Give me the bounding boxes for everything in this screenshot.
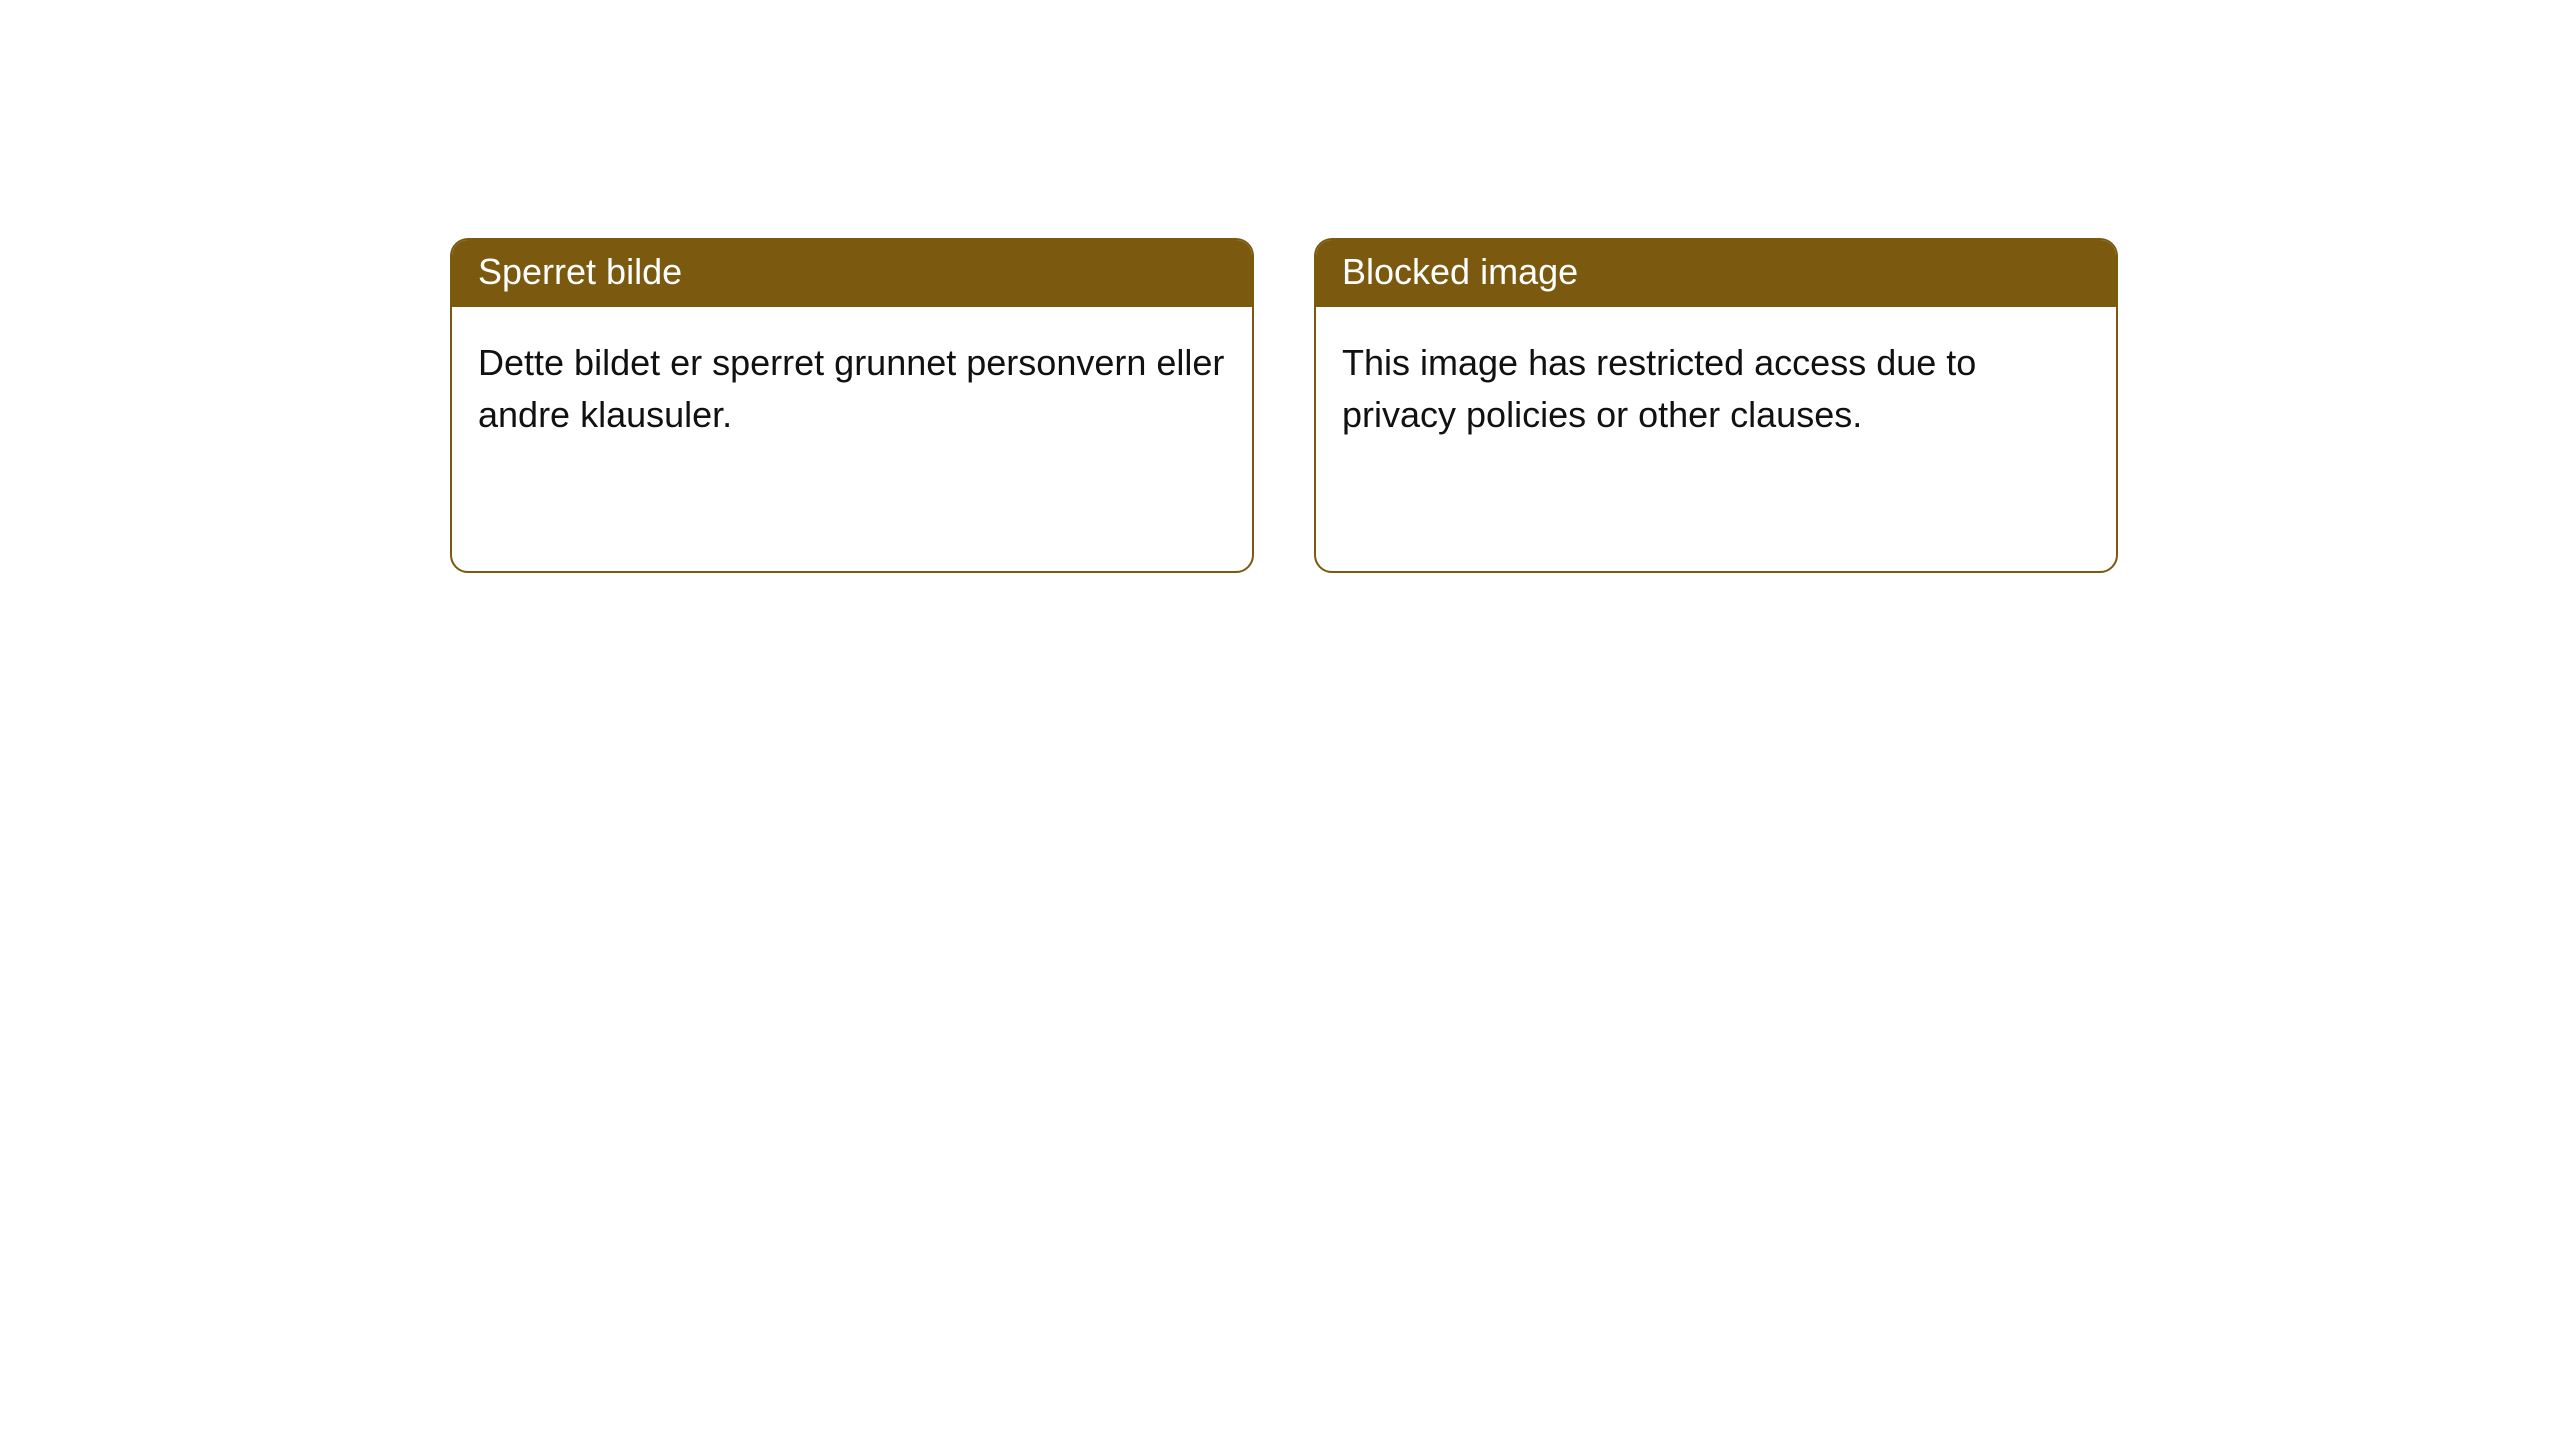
card-body-norwegian: Dette bildet er sperret grunnet personve… bbox=[452, 307, 1252, 471]
notice-card-english: Blocked image This image has restricted … bbox=[1314, 238, 2118, 573]
card-header-norwegian: Sperret bilde bbox=[452, 240, 1252, 307]
card-header-english: Blocked image bbox=[1316, 240, 2116, 307]
card-body-english: This image has restricted access due to … bbox=[1316, 307, 2116, 471]
notice-container: Sperret bilde Dette bildet er sperret gr… bbox=[0, 0, 2560, 573]
notice-card-norwegian: Sperret bilde Dette bildet er sperret gr… bbox=[450, 238, 1254, 573]
